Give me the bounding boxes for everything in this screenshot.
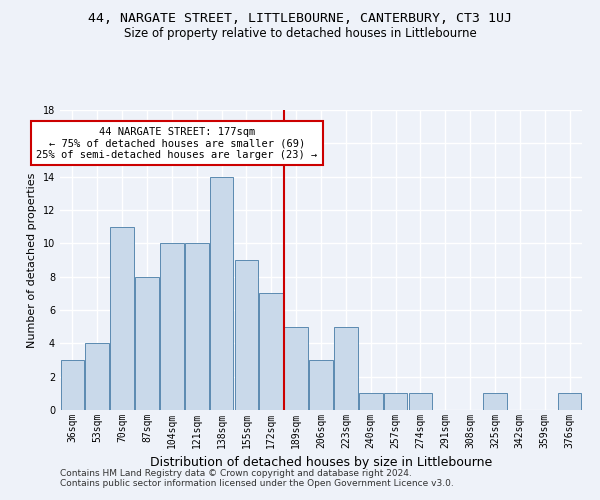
Bar <box>85 344 109 410</box>
Bar <box>558 394 581 410</box>
Text: 44, NARGATE STREET, LITTLEBOURNE, CANTERBURY, CT3 1UJ: 44, NARGATE STREET, LITTLEBOURNE, CANTER… <box>88 12 512 26</box>
Text: Contains HM Land Registry data © Crown copyright and database right 2024.: Contains HM Land Registry data © Crown c… <box>60 468 412 477</box>
Bar <box>210 176 233 410</box>
Bar <box>359 394 383 410</box>
Text: 44 NARGATE STREET: 177sqm
← 75% of detached houses are smaller (69)
25% of semi-: 44 NARGATE STREET: 177sqm ← 75% of detac… <box>36 126 317 160</box>
Bar <box>61 360 84 410</box>
Bar <box>409 394 432 410</box>
Bar <box>483 394 507 410</box>
Bar <box>110 226 134 410</box>
Bar <box>160 244 184 410</box>
Bar <box>259 294 283 410</box>
Bar <box>284 326 308 410</box>
X-axis label: Distribution of detached houses by size in Littlebourne: Distribution of detached houses by size … <box>150 456 492 469</box>
Bar <box>384 394 407 410</box>
Bar <box>135 276 159 410</box>
Text: Contains public sector information licensed under the Open Government Licence v3: Contains public sector information licen… <box>60 478 454 488</box>
Bar <box>334 326 358 410</box>
Bar <box>185 244 209 410</box>
Bar <box>309 360 333 410</box>
Bar <box>235 260 258 410</box>
Text: Size of property relative to detached houses in Littlebourne: Size of property relative to detached ho… <box>124 28 476 40</box>
Y-axis label: Number of detached properties: Number of detached properties <box>27 172 37 348</box>
